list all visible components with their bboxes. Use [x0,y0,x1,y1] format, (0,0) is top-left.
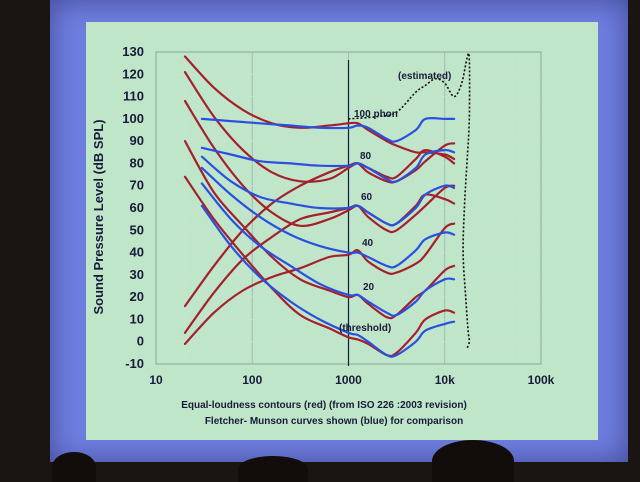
x-tick-label: 100k [528,373,555,387]
annotation-100-phon: 100 phon [354,109,398,120]
caption-line-2: Fletcher- Munson curves shown (blue) for… [205,416,463,427]
y-axis-label: Sound Pressure Level (dB SPL) [91,119,106,314]
slide: Sound Pressure Level (dB SPL) 130 120 110 1… [86,22,598,440]
red-iso-curve [183,222,456,345]
y-tick-label: 20 [130,289,144,304]
y-tick-label: 120 [122,66,144,81]
y-tick-label: 10 [130,311,144,326]
annotation-estimated: (estimated) [398,71,451,82]
x-tick-label: 10k [435,373,455,387]
y-tick-label: 60 [130,200,144,215]
y-tick-label: 110 [123,89,144,104]
audience-head [238,456,308,482]
y-tick-label: 90 [130,133,144,148]
equal-loudness-chart: Sound Pressure Level (dB SPL) 130 120 110 1… [91,44,555,427]
caption-line-1: Equal-loudness contours (red) (from ISO … [181,400,467,411]
annotation-threshold: (threshold) [339,323,391,334]
estimated-dotted-curve [348,52,471,349]
x-tick-label: 100 [242,373,262,387]
audience-head [52,452,96,482]
annotation-80: 80 [360,151,372,162]
audience-head [432,440,514,482]
y-tick-label: -10 [125,356,144,371]
y-tick-label: 70 [130,178,144,193]
y-tick-label: 30 [130,267,144,282]
x-tick-labels: 10 100 1000 10k 100k [149,373,554,387]
y-tick-label: 0 [137,334,144,349]
x-tick-label: 10 [149,373,163,387]
series-layer [183,52,471,358]
blue-fletcher-munson-curve [200,182,456,317]
y-tick-label: 40 [130,245,144,260]
blue-fletcher-munson-curve [200,116,456,143]
y-tick-label: 50 [130,222,144,237]
annotation-20: 20 [363,282,375,293]
annotation-60: 60 [361,192,373,203]
y-tick-label: 130 [122,44,144,59]
plot-frame [155,51,542,366]
blue-fletcher-munson-curve [200,166,456,269]
y-tick-label: 80 [130,155,144,170]
blue-fletcher-munson-curve [200,155,456,227]
annotation-40: 40 [362,238,374,249]
red-iso-curve [183,175,456,358]
blue-fletcher-munson-curve [200,146,456,184]
x-tick-label: 1000 [335,373,362,387]
y-tick-label: 100 [122,111,144,126]
blue-fletcher-munson-curve [200,204,456,358]
